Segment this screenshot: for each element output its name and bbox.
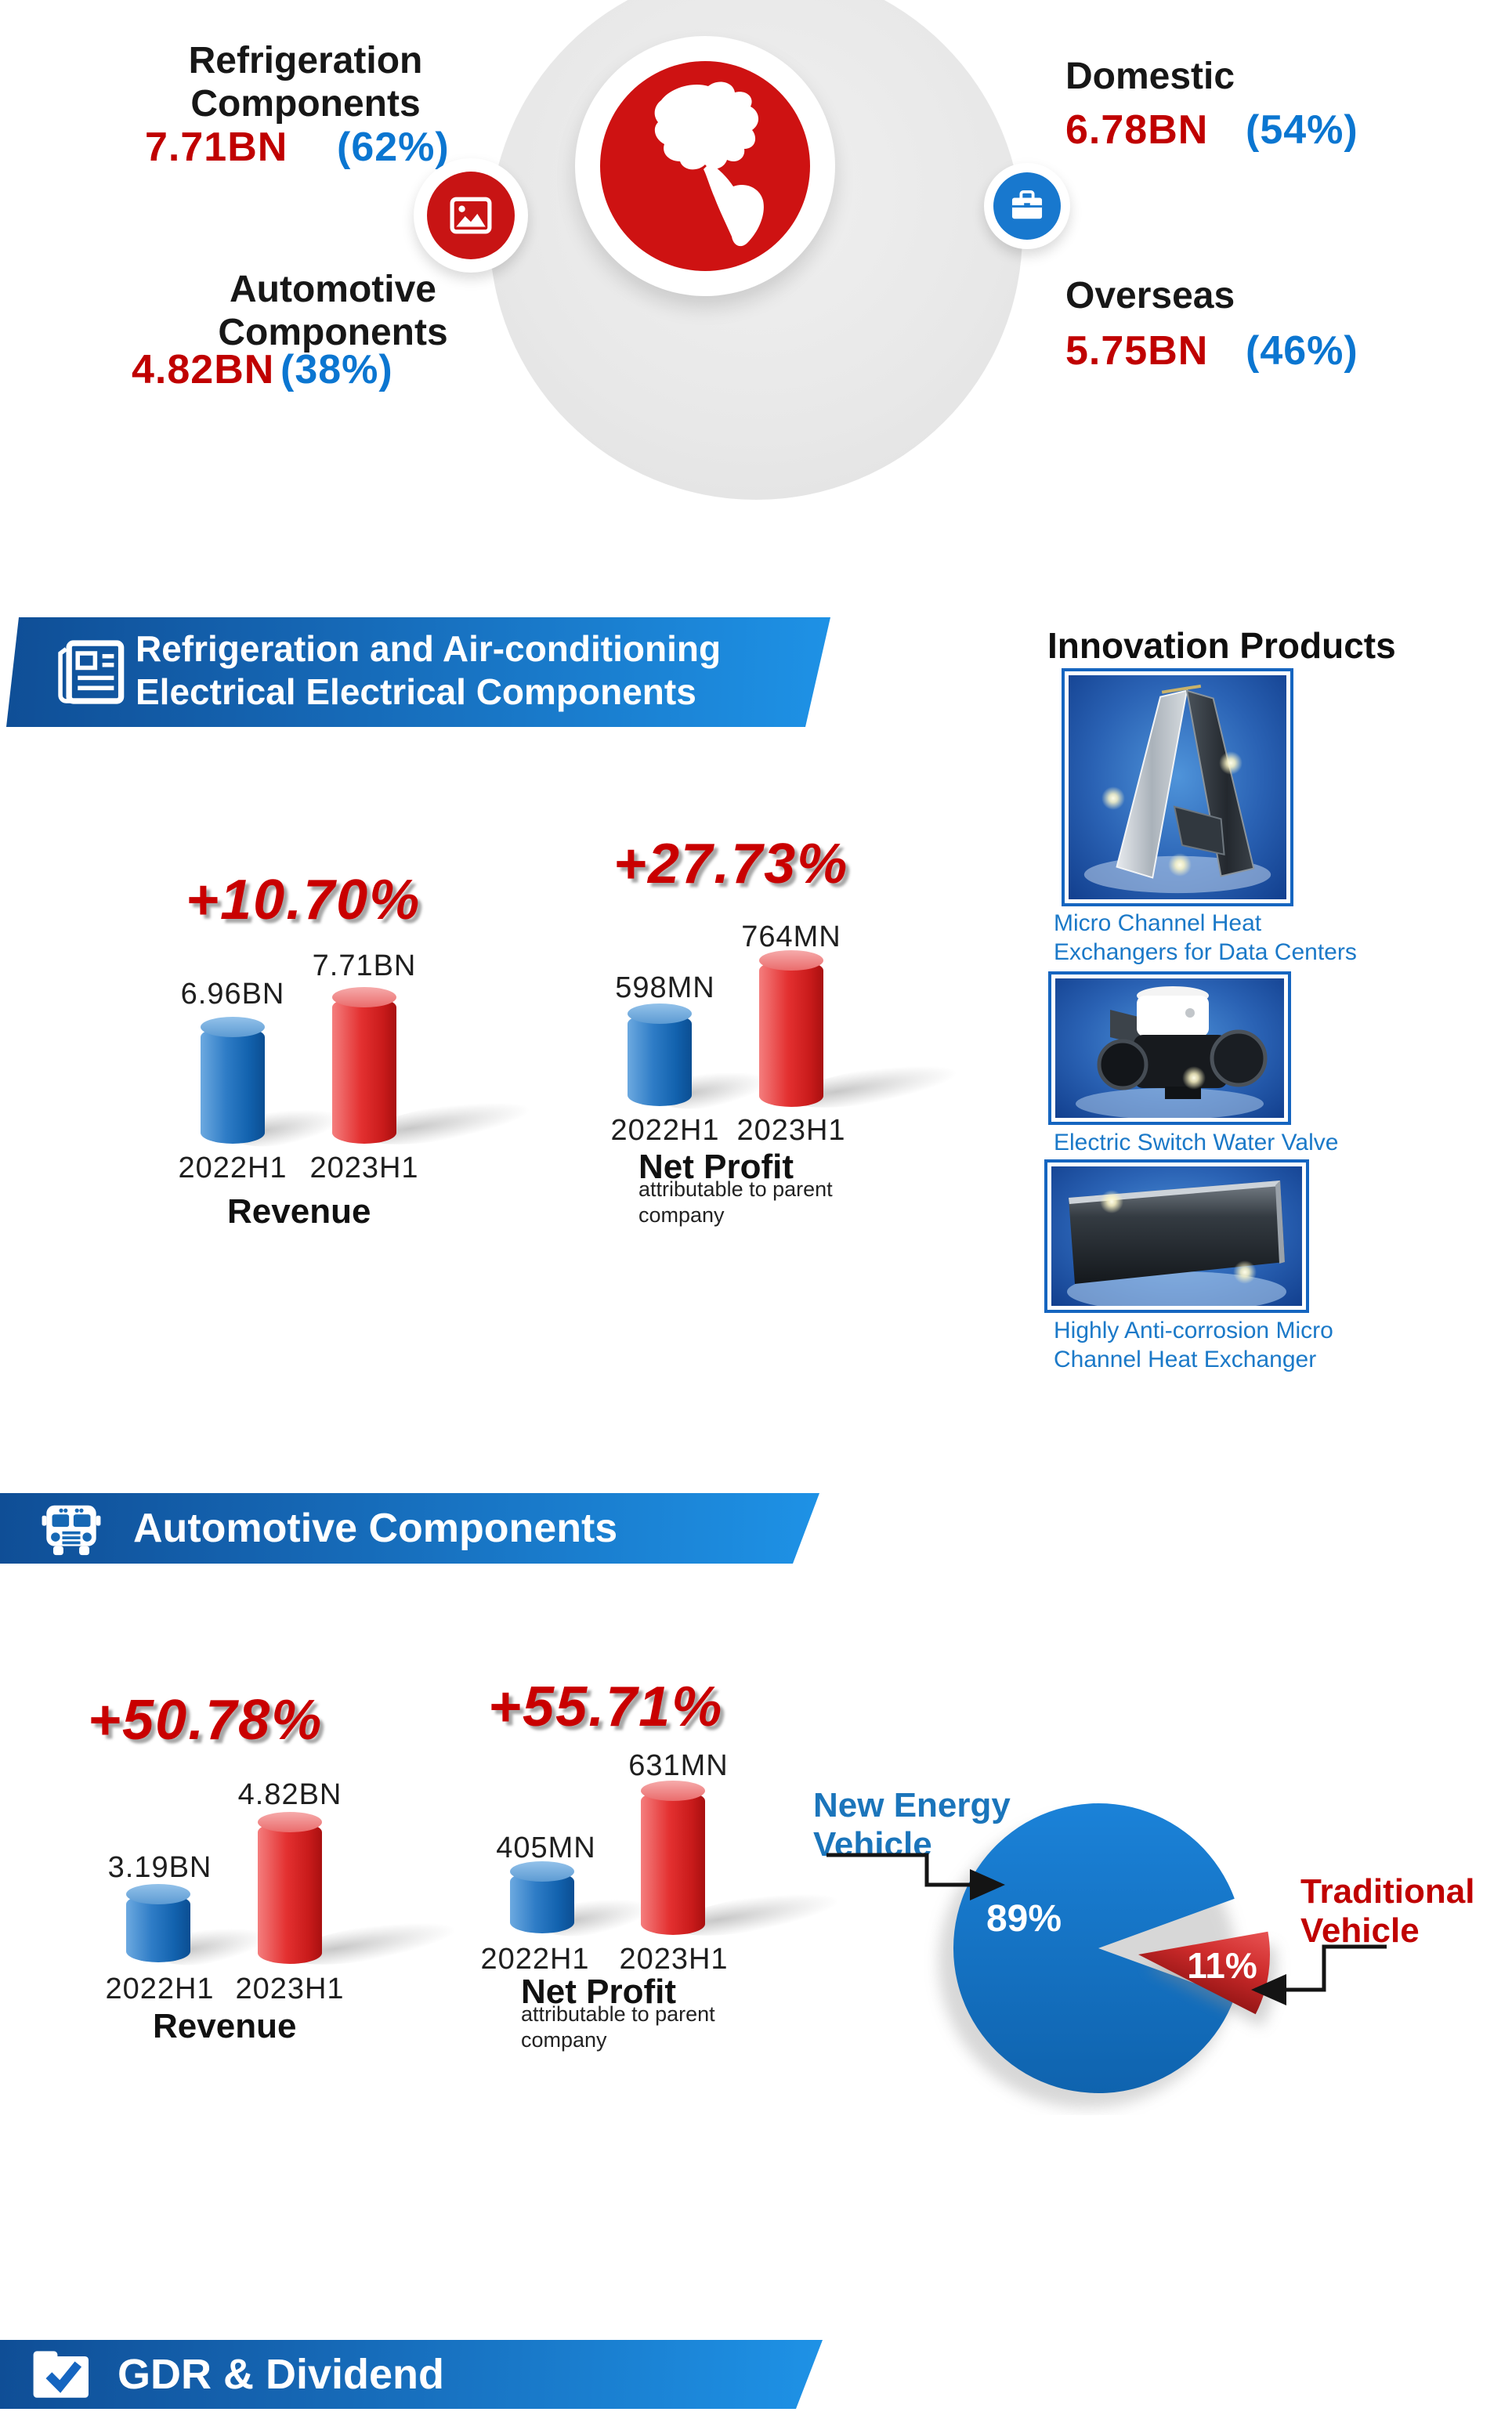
pie-slice-new-energy xyxy=(953,1803,1235,2093)
innovation-heading: Innovation Products xyxy=(1047,625,1396,666)
globe-icon xyxy=(600,61,810,271)
bar-value-2023: 631MN xyxy=(628,1749,729,1782)
region-overseas-share: (46%) xyxy=(1246,328,1358,374)
bus-icon xyxy=(41,1501,102,1557)
newspaper-icon xyxy=(52,635,127,710)
anticorrosion-caption-line2: Channel Heat Exchanger xyxy=(1054,1347,1317,1372)
bar-value-2022: 6.96BN xyxy=(180,978,285,1011)
segment-refrigeration-value: 7.71BN xyxy=(145,125,288,170)
product-image-micro-channel xyxy=(1062,668,1293,906)
pie-slice-traditional xyxy=(1138,1931,1270,2015)
pie-pct-traditional: 11% xyxy=(1187,1945,1257,1986)
section-banner-refrigeration: Refrigeration and Air-conditioning Elect… xyxy=(6,617,830,727)
bar-2022 xyxy=(628,1003,770,1116)
banner-refrigeration-title-line2: Electrical Electrical Components xyxy=(136,671,696,712)
section-banner-gdr: GDR & Dividend xyxy=(0,2340,823,2409)
growth-label: +10.70% xyxy=(186,869,421,931)
product-image-anticorrosion xyxy=(1044,1159,1309,1313)
segment-automotive-line1: Automotive xyxy=(230,269,436,310)
banner-refrigeration-title: Refrigeration and Air-conditioning Elect… xyxy=(136,627,721,714)
bar-2022 xyxy=(201,1017,343,1153)
chart-subtitle: attributable to parent company xyxy=(638,1177,833,1227)
water-valve-caption-line1: Electric Switch Water Valve xyxy=(1054,1130,1339,1155)
segment-refrigeration-label: Refrigeration Components xyxy=(133,39,478,125)
banner-automotive-title: Automotive Components xyxy=(133,1506,618,1551)
bar-value-2022: 598MN xyxy=(615,971,715,1004)
bar-value-2023: 764MN xyxy=(741,920,841,953)
chart-title: Net Profit xyxy=(521,1973,676,2011)
new-energy-callout-arrow xyxy=(827,1853,1005,1900)
growth-label: +50.78% xyxy=(88,1689,324,1752)
picture-icon-circle xyxy=(427,172,515,259)
chart-title: Net Profit xyxy=(638,1148,794,1186)
category-2023: 2023H1 xyxy=(309,1152,419,1184)
micro-channel-photo xyxy=(1069,675,1286,899)
category-2023: 2023H1 xyxy=(736,1114,846,1147)
product-image-water-valve xyxy=(1048,971,1291,1125)
anticorrosion-photo xyxy=(1051,1166,1302,1306)
category-2022: 2022H1 xyxy=(610,1114,720,1147)
pie-pct-new-energy: 89% xyxy=(986,1898,1062,1940)
segment-automotive-label: Automotive Components xyxy=(161,268,505,354)
traditional-callout-arrow xyxy=(1251,1944,1387,2005)
bar-value-2023: 7.71BN xyxy=(312,949,417,982)
micro-channel-caption-line2: Exchangers for Data Centers xyxy=(1054,939,1357,965)
region-domestic-share: (54%) xyxy=(1246,107,1358,153)
category-2022: 2022H1 xyxy=(105,1973,215,2005)
section-banner-automotive: Automotive Components xyxy=(0,1493,819,1564)
region-overseas-value: 5.75BN xyxy=(1065,328,1209,374)
briefcase-icon-circle xyxy=(993,172,1061,240)
region-overseas-label: Overseas xyxy=(1065,275,1235,316)
bar-2023 xyxy=(759,950,959,1116)
anticorrosion-caption-line1: Highly Anti-corrosion Micro xyxy=(1054,1318,1333,1343)
micro-channel-caption: Micro Channel Heat Exchangers for Data C… xyxy=(1054,909,1391,967)
growth-label: +27.73% xyxy=(613,833,849,895)
micro-channel-caption-line1: Micro Channel Heat xyxy=(1054,910,1262,936)
banner-gdr-title: GDR & Dividend xyxy=(118,2351,445,2398)
category-2022: 2022H1 xyxy=(178,1152,288,1184)
bar-2023 xyxy=(332,987,532,1153)
segment-refrigeration-line1: Refrigeration xyxy=(188,40,423,81)
chart-title: Revenue xyxy=(227,1192,371,1231)
bar-2023 xyxy=(641,1781,841,1944)
segment-automotive-line2: Components xyxy=(218,312,448,353)
bar-value-2022: 405MN xyxy=(496,1832,596,1864)
banner-refrigeration-title-line1: Refrigeration and Air-conditioning xyxy=(136,628,722,669)
anticorrosion-caption: Highly Anti-corrosion Micro Channel Heat… xyxy=(1054,1316,1391,1374)
pie-label-traditional: Traditional Vehicle xyxy=(1300,1872,1475,1950)
segment-refrigeration-line2: Components xyxy=(190,83,421,125)
bar-2023 xyxy=(258,1812,458,1973)
category-2022: 2022H1 xyxy=(480,1943,590,1976)
segment-automotive-value: 4.82BN xyxy=(132,347,275,392)
bar-2022 xyxy=(126,1884,269,1972)
vehicle-mix-pie: 89% 11% xyxy=(827,1803,1387,2108)
bar-value-2022: 3.19BN xyxy=(107,1851,212,1884)
region-domestic-label: Domestic xyxy=(1065,56,1235,97)
pie-label-new-energy: New Energy Vehicle xyxy=(813,1786,1011,1864)
segment-refrigeration-share: (62%) xyxy=(337,125,450,170)
category-2023: 2023H1 xyxy=(235,1973,345,2005)
chart-subtitle: attributable to parent company xyxy=(521,2002,715,2052)
region-domestic-value: 6.78BN xyxy=(1065,107,1209,153)
water-valve-caption: Electric Switch Water Valve xyxy=(1054,1128,1391,1157)
bar-2022 xyxy=(510,1861,653,1943)
chart-title: Revenue xyxy=(153,2007,297,2045)
growth-label: +55.71% xyxy=(488,1676,724,1738)
picture-icon xyxy=(450,197,492,234)
category-2023: 2023H1 xyxy=(619,1943,729,1976)
bar-value-2023: 4.82BN xyxy=(237,1778,342,1811)
briefcase-icon xyxy=(1011,190,1043,219)
water-valve-photo xyxy=(1055,978,1284,1118)
segment-automotive-share: (38%) xyxy=(280,347,393,392)
checklist-icon xyxy=(31,2348,94,2399)
